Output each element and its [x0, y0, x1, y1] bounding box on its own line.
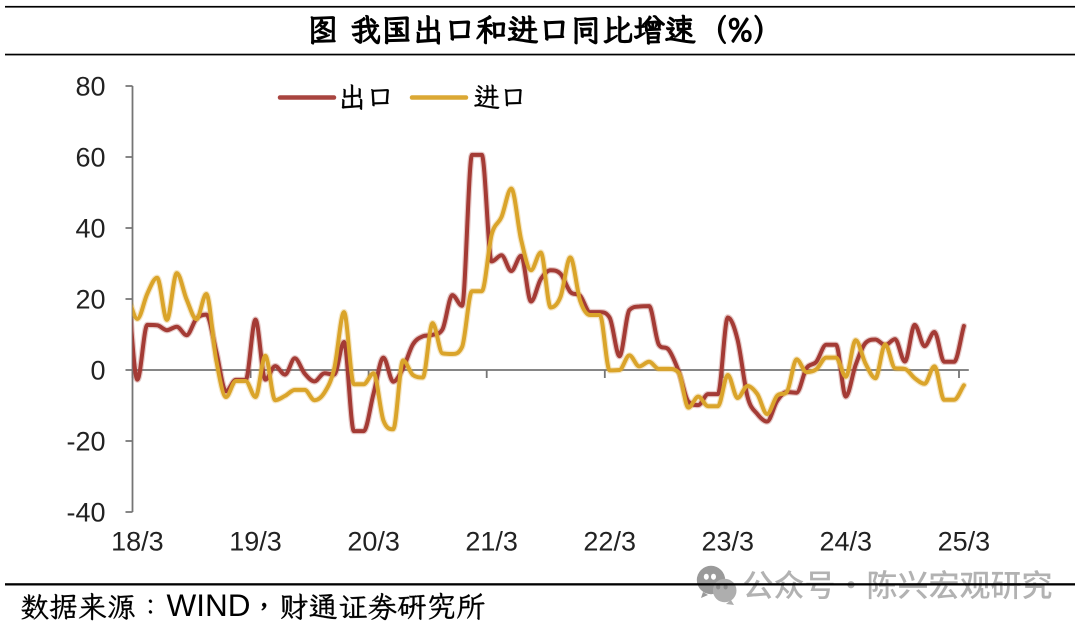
svg-text:WIND: WIND [167, 587, 251, 623]
svg-text:80: 80 [75, 72, 105, 102]
svg-text:18/3: 18/3 [111, 527, 164, 557]
svg-text:-20: -20 [66, 427, 105, 457]
svg-text:23/3: 23/3 [702, 527, 755, 557]
svg-text:40: 40 [75, 214, 105, 244]
svg-text:24/3: 24/3 [820, 527, 873, 557]
svg-text:25/3: 25/3 [938, 527, 991, 557]
svg-text:20/3: 20/3 [347, 527, 400, 557]
svg-text:20: 20 [75, 285, 105, 315]
svg-text:0: 0 [90, 356, 105, 386]
svg-text:60: 60 [75, 143, 105, 173]
svg-text:21/3: 21/3 [465, 527, 518, 557]
svg-text:19/3: 19/3 [229, 527, 282, 557]
svg-text:22/3: 22/3 [583, 527, 636, 557]
svg-text:-40: -40 [66, 498, 105, 528]
